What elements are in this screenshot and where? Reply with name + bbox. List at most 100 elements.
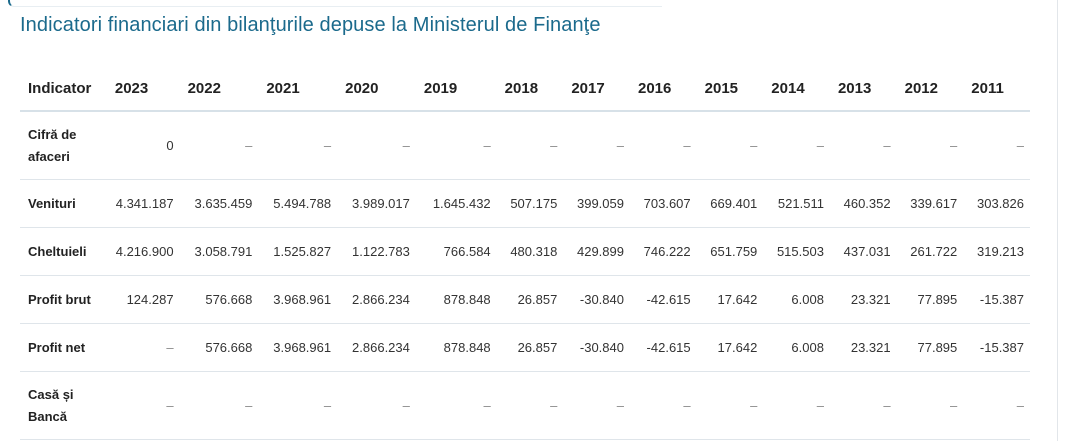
row-label: Profit brut	[20, 275, 107, 324]
table-row: Venituri 4.341.187 3.635.459 5.494.788 3.989…	[20, 179, 1030, 228]
table-cell: 77.895	[896, 275, 964, 324]
table-cell: 3.968.961	[258, 275, 338, 324]
row-label: Cifră de afaceri	[20, 111, 107, 180]
table-cell: –	[563, 111, 630, 180]
table-cell: 6.008	[763, 275, 830, 324]
row-label: Casă și Bancă	[20, 371, 107, 440]
table-cell: –	[106, 371, 180, 440]
table-cell: –	[763, 111, 830, 180]
column-header-year: 2015	[696, 66, 764, 112]
column-header-year: 2014	[763, 66, 830, 112]
table-cell: 26.857	[496, 323, 564, 372]
table-cell: –	[563, 371, 630, 440]
table-row: Profit brut 124.287 576.668 3.968.961 2.866.…	[20, 275, 1030, 324]
table-cell: 669.401	[696, 179, 764, 228]
table-cell: 507.175	[496, 179, 564, 228]
table-cell: –	[896, 111, 964, 180]
table-cell: 4.216.900	[106, 227, 180, 276]
table-cell: –	[258, 371, 338, 440]
table-header-row: Indicator 2023 2022 2021 2020 2019 2018 …	[20, 66, 1030, 112]
table-cell: –	[896, 371, 964, 440]
table-cell: 319.213	[963, 227, 1030, 276]
table-cell: –	[337, 371, 416, 440]
table-cell: 3.968.961	[258, 323, 338, 372]
table-cell: –	[829, 111, 897, 180]
column-header-year: 2020	[337, 66, 416, 112]
row-label: Venituri	[20, 179, 107, 228]
table-cell: 576.668	[179, 323, 259, 372]
table-cell: 0	[106, 111, 180, 180]
table-cell: –	[963, 111, 1030, 180]
column-header-year: 2016	[629, 66, 697, 112]
table-cell: 2.866.234	[337, 275, 416, 324]
table-row: Profit net –576.668 3.968.961 2.866.234 878.…	[20, 323, 1030, 372]
table-cell: –	[963, 371, 1030, 440]
table-cell: 1.122.783	[337, 227, 416, 276]
table-cell: 480.318	[496, 227, 564, 276]
table-row: Casă și Bancă – – – – – – – – – – – – –	[20, 371, 1030, 440]
table-cell: 23.321	[829, 323, 897, 372]
table-cell: -15.387	[963, 275, 1030, 324]
table-cell: –	[337, 111, 416, 180]
table-cell: –	[496, 371, 564, 440]
column-header-indicator: Indicator	[20, 66, 107, 112]
column-header-year: 2022	[179, 66, 259, 112]
table-cell: 429.899	[563, 227, 630, 276]
table-cell: 124.287	[106, 275, 180, 324]
table-cell: –	[696, 111, 764, 180]
table-cell: 521.511	[763, 179, 830, 228]
table-cell: 303.826	[963, 179, 1030, 228]
table-cell: –	[179, 371, 259, 440]
table-cell: –	[179, 111, 259, 180]
column-header-year: 2012	[896, 66, 964, 112]
column-header-year: 2011	[963, 66, 1030, 112]
table-cell: 26.857	[496, 275, 564, 324]
table-cell: –	[258, 111, 338, 180]
row-label: Profit net	[20, 323, 107, 372]
table-cell: 4.341.187	[106, 179, 180, 228]
table-cell: -15.387	[963, 323, 1030, 372]
table-cell: 651.759	[696, 227, 764, 276]
section-title: Indicatori financiari din bilanţurile de…	[20, 14, 601, 36]
table-cell: –	[763, 371, 830, 440]
column-header-year: 2023	[106, 66, 180, 112]
table-cell: 878.848	[415, 275, 497, 324]
table-cell: 23.321	[829, 275, 897, 324]
financial-indicators-table: Indicator 2023 2022 2021 2020 2019 2018 …	[20, 66, 1030, 440]
table-cell: 77.895	[896, 323, 964, 372]
table-cell: –	[106, 323, 180, 372]
column-header-year: 2021	[258, 66, 338, 112]
table-row: Cheltuieli 4.216.900 3.058.791 1.525.827 1.1…	[20, 227, 1030, 276]
table-cell: 746.222	[629, 227, 697, 276]
table-cell: -30.840	[563, 275, 630, 324]
table-cell: 460.352	[829, 179, 897, 228]
column-header-year: 2013	[829, 66, 897, 112]
table-cell: 399.059	[563, 179, 630, 228]
table-cell: 3.635.459	[179, 179, 259, 228]
table-cell: –	[629, 111, 697, 180]
table-cell: –	[829, 371, 897, 440]
table-cell: 437.031	[829, 227, 897, 276]
column-header-year: 2018	[496, 66, 564, 112]
card-top-accent	[8, 0, 662, 7]
table-cell: 1.525.827	[258, 227, 338, 276]
table-cell: 3.058.791	[179, 227, 259, 276]
table-cell: 703.607	[629, 179, 697, 228]
table-cell: 576.668	[179, 275, 259, 324]
table-cell: 878.848	[415, 323, 497, 372]
row-label: Cheltuieli	[20, 227, 107, 276]
table-cell: 766.584	[415, 227, 497, 276]
table-cell: -42.615	[629, 323, 697, 372]
table-cell: –	[629, 371, 697, 440]
table-cell: 261.722	[896, 227, 964, 276]
table-row: Cifră de afaceri 0– – – – – – – – – – – –	[20, 111, 1030, 180]
table-cell: -42.615	[629, 275, 697, 324]
table-cell: –	[496, 111, 564, 180]
table-cell: 339.617	[896, 179, 964, 228]
table-cell: 6.008	[763, 323, 830, 372]
table-cell: 17.642	[696, 323, 764, 372]
table-cell: –	[696, 371, 764, 440]
table-cell: –	[415, 111, 497, 180]
table-cell: 2.866.234	[337, 323, 416, 372]
